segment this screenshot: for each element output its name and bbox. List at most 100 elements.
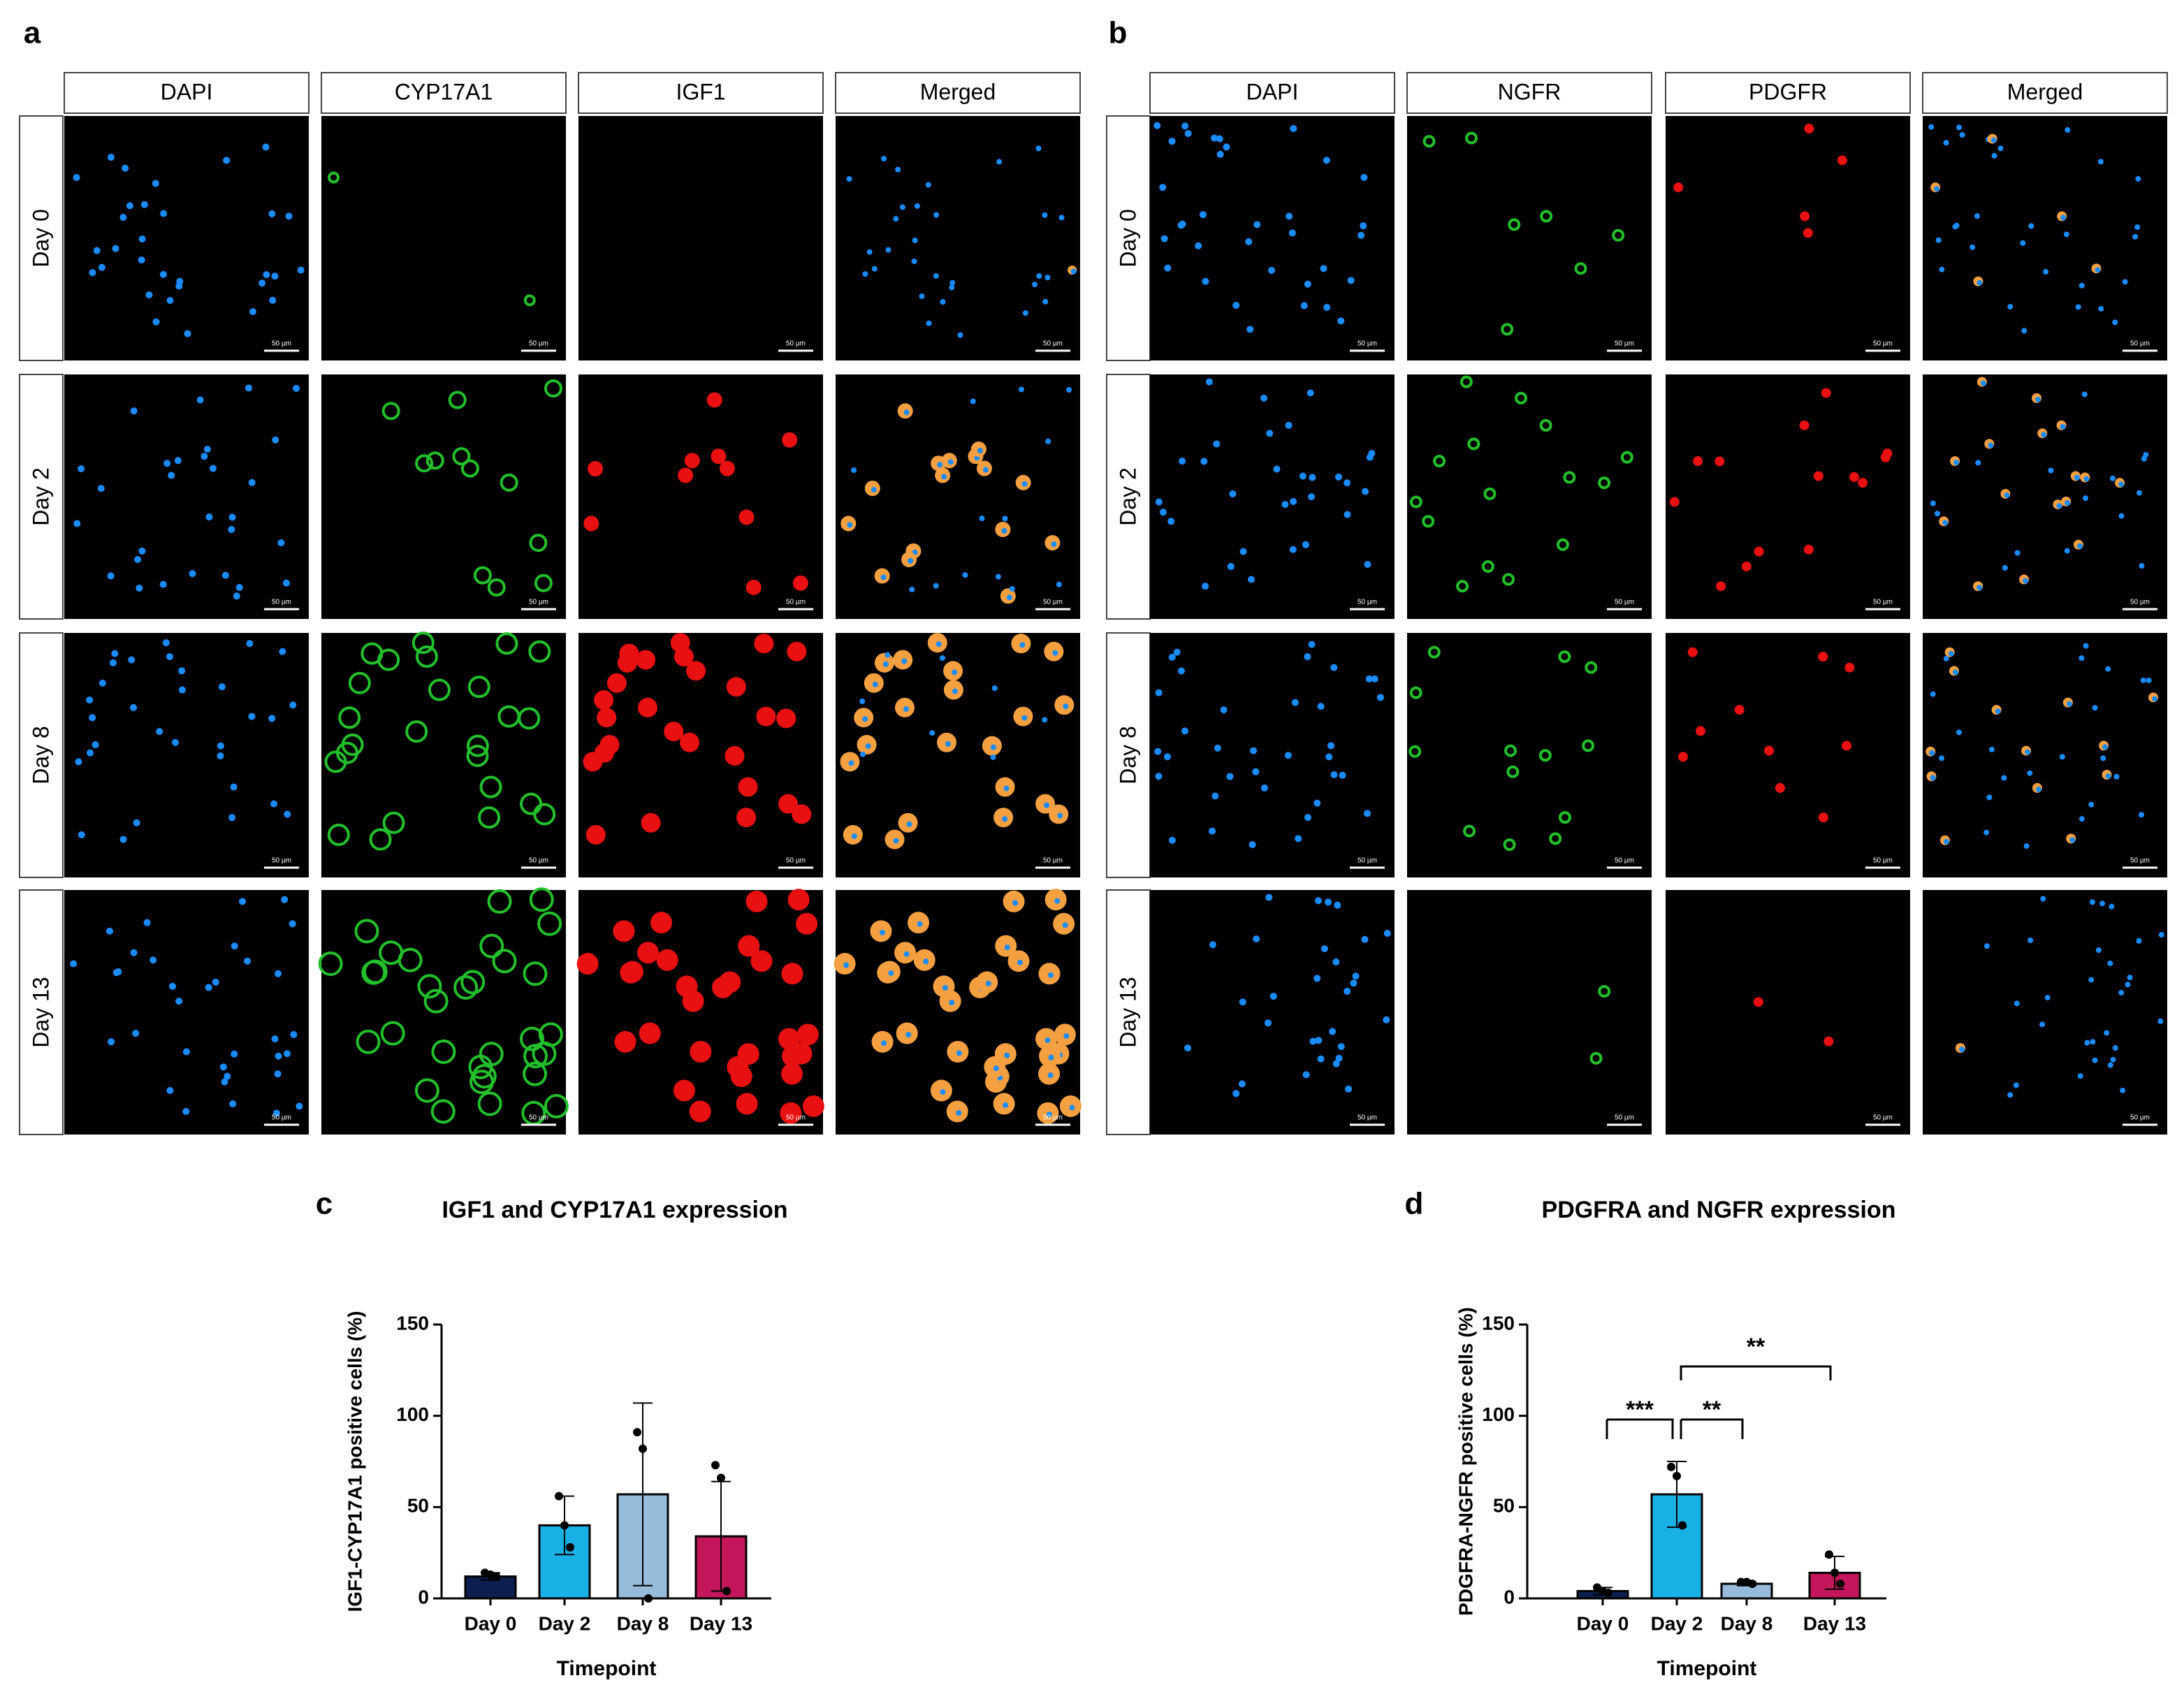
micrograph: 50 µm	[1407, 890, 1652, 1135]
cell-red	[792, 575, 808, 591]
cell-red	[787, 641, 807, 662]
nucleus	[2090, 1039, 2096, 1045]
nucleus	[1360, 173, 1368, 181]
cell-green	[538, 1022, 563, 1047]
x-tick-label: Day 0	[465, 1612, 517, 1634]
nucleus	[189, 570, 196, 578]
scale-bar-label: 50 µm	[1615, 1114, 1634, 1122]
nucleus	[2028, 223, 2034, 229]
nucleus	[1983, 829, 1990, 836]
x-tick-label: Day 13	[690, 1612, 752, 1634]
nucleus	[1986, 794, 1993, 801]
nucleus	[1054, 898, 1061, 904]
scale-bar-label: 50 µm	[272, 340, 291, 348]
cell-green	[537, 911, 562, 936]
nucleus	[1953, 459, 1960, 465]
nucleus	[2105, 666, 2111, 672]
cell-red	[673, 1079, 695, 1102]
scale-bar-label: 50 µm	[1615, 599, 1634, 606]
nucleus	[111, 650, 119, 657]
nucleus	[1368, 449, 1376, 457]
scale-bar-label: 50 µm	[2130, 340, 2150, 348]
nucleus	[862, 271, 868, 277]
cell-red	[619, 643, 639, 664]
data-point	[560, 1521, 569, 1530]
nucleus	[2081, 391, 2088, 398]
micrograph: 50 µm	[1150, 116, 1395, 360]
data-point	[1673, 1471, 1681, 1480]
cell-red	[686, 661, 706, 681]
panel-label: d	[1405, 1187, 1424, 1221]
nucleus	[1052, 650, 1058, 656]
nucleus	[1360, 222, 1367, 230]
nucleus	[231, 942, 238, 950]
nucleus	[1019, 642, 1026, 648]
cell-red	[1818, 652, 1828, 662]
nucleus	[1334, 901, 1341, 909]
cell-green	[398, 947, 423, 972]
cell-red	[781, 963, 803, 985]
nucleus	[906, 821, 912, 827]
nucleus	[166, 297, 174, 305]
nucleus	[945, 741, 952, 747]
cell-green	[520, 1026, 545, 1051]
significance-label: **	[1703, 1396, 1721, 1423]
nucleus	[979, 516, 985, 522]
column-header-box	[1149, 72, 1395, 114]
nucleus	[2044, 995, 2051, 1001]
nucleus	[152, 180, 159, 187]
cell-red	[594, 690, 614, 710]
nucleus	[851, 833, 857, 839]
nucleus	[1168, 653, 1176, 661]
nucleus	[2023, 843, 2030, 849]
micrograph-bg	[1923, 633, 2167, 877]
micrograph-bg	[1150, 116, 1395, 360]
nucleus	[1930, 775, 1936, 781]
y-axis-label: IGF1-CYP17A1 positive cells (%)	[344, 1311, 365, 1612]
cell-green	[529, 887, 554, 912]
cell-green	[528, 640, 551, 663]
nucleus	[1990, 137, 1997, 143]
nucleus	[1930, 500, 1936, 506]
nucleus	[143, 919, 151, 926]
nucleus	[2074, 474, 2080, 481]
nucleus	[268, 210, 276, 217]
x-tick-label: Day 2	[1651, 1612, 1703, 1634]
nucleus	[1995, 708, 2001, 715]
nucleus	[1284, 752, 1292, 759]
cell-red	[682, 990, 704, 1012]
nucleus	[221, 1078, 228, 1086]
nucleus	[1357, 231, 1365, 239]
nucleus	[73, 174, 80, 182]
micrograph-bg	[1923, 116, 2167, 360]
nucleus	[1286, 212, 1293, 220]
cell-green	[417, 974, 442, 999]
nucleus	[1154, 747, 1162, 755]
cell-green	[453, 975, 479, 1000]
data-point	[1825, 1550, 1833, 1559]
nucleus	[1383, 930, 1391, 938]
cell-green	[1540, 210, 1553, 223]
nucleus	[1004, 945, 1010, 951]
nucleus	[1155, 498, 1163, 506]
nucleus	[2060, 214, 2067, 221]
nucleus	[168, 982, 176, 990]
nucleus	[163, 460, 171, 467]
scale-bar-label: 50 µm	[529, 340, 548, 348]
nucleus	[282, 579, 290, 587]
column-header-box	[1406, 72, 1652, 114]
data-point	[492, 1572, 500, 1581]
nucleus	[2083, 495, 2089, 502]
nucleus	[1045, 438, 1051, 444]
nucleus	[1239, 548, 1247, 555]
cell-red	[780, 1102, 802, 1124]
micrograph-bg	[1666, 116, 1910, 360]
scale-bar-label: 50 µm	[786, 340, 806, 348]
nucleus	[140, 200, 148, 208]
cell-red	[719, 971, 741, 993]
nucleus	[274, 970, 282, 977]
nucleus	[882, 661, 889, 667]
nucleus	[2158, 932, 2164, 938]
micrograph-bg	[1923, 374, 2167, 619]
cell-red	[1734, 705, 1745, 715]
